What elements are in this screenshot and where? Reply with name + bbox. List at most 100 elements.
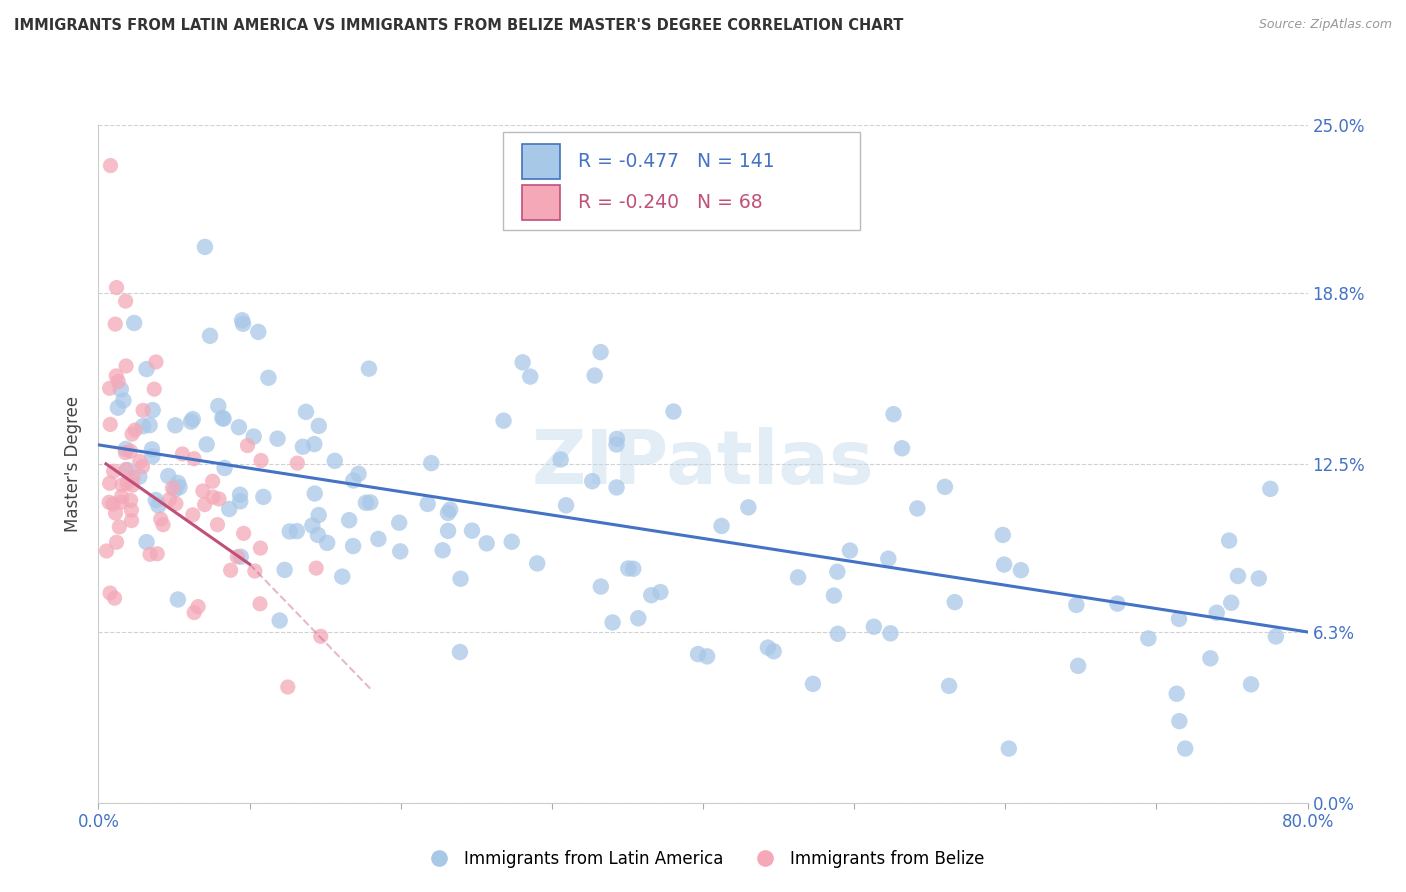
- Point: [110, 382, 132, 396]
- Point: [492, 414, 515, 428]
- Point: [207, 399, 229, 413]
- Point: [347, 467, 370, 481]
- Point: [115, 462, 138, 476]
- Point: [229, 549, 252, 564]
- Point: [304, 437, 326, 451]
- Point: [1205, 606, 1227, 620]
- Point: [883, 407, 905, 421]
- Point: [232, 526, 254, 541]
- Point: [232, 317, 254, 331]
- Point: [167, 592, 190, 607]
- Point: [316, 536, 339, 550]
- Point: [696, 649, 718, 664]
- Point: [115, 359, 138, 373]
- Point: [249, 541, 271, 555]
- Point: [420, 456, 443, 470]
- Point: [211, 411, 233, 425]
- Point: [526, 557, 548, 571]
- Point: [269, 614, 291, 628]
- Point: [195, 437, 218, 451]
- Point: [388, 516, 411, 530]
- Point: [1199, 651, 1222, 665]
- Point: [943, 595, 966, 609]
- Point: [606, 480, 628, 494]
- Point: [662, 404, 685, 418]
- Point: [145, 493, 167, 508]
- Bar: [522, 144, 561, 179]
- Point: [891, 442, 914, 456]
- Point: [342, 474, 364, 488]
- Point: [304, 486, 326, 500]
- Point: [512, 355, 534, 369]
- Point: [905, 501, 928, 516]
- Point: [108, 520, 131, 534]
- Point: [96, 544, 118, 558]
- Point: [862, 620, 884, 634]
- Point: [934, 480, 956, 494]
- Point: [122, 316, 145, 330]
- Point: [589, 345, 612, 359]
- Point: [589, 580, 612, 594]
- Legend: Immigrants from Latin America, Immigrants from Belize: Immigrants from Latin America, Immigrant…: [415, 844, 991, 875]
- Point: [938, 679, 960, 693]
- Point: [627, 611, 650, 625]
- Point: [309, 629, 332, 643]
- Point: [1240, 677, 1263, 691]
- Point: [307, 528, 329, 542]
- Text: IMMIGRANTS FROM LATIN AMERICA VS IMMIGRANTS FROM BELIZE MASTER'S DEGREE CORRELAT: IMMIGRANTS FROM LATIN AMERICA VS IMMIGRA…: [14, 18, 904, 33]
- Point: [305, 561, 328, 575]
- Point: [120, 444, 142, 458]
- Point: [308, 508, 330, 522]
- Point: [229, 494, 252, 508]
- Point: [330, 569, 353, 583]
- Point: [194, 498, 217, 512]
- Point: [202, 490, 225, 504]
- Point: [187, 599, 209, 614]
- Point: [110, 495, 132, 509]
- Point: [998, 741, 1021, 756]
- Point: [756, 640, 779, 655]
- Point: [124, 423, 146, 437]
- Point: [308, 418, 330, 433]
- Point: [1066, 598, 1088, 612]
- Point: [583, 368, 606, 383]
- Point: [107, 375, 129, 389]
- Point: [103, 591, 125, 606]
- Point: [257, 370, 280, 384]
- Point: [737, 500, 759, 515]
- Point: [1166, 687, 1188, 701]
- Point: [367, 532, 389, 546]
- Point: [159, 492, 181, 507]
- Text: R = -0.240   N = 68: R = -0.240 N = 68: [578, 193, 763, 211]
- Point: [323, 454, 346, 468]
- Point: [1067, 658, 1090, 673]
- Point: [650, 585, 672, 599]
- Point: [149, 512, 172, 526]
- Point: [112, 393, 135, 408]
- Point: [226, 549, 249, 564]
- Point: [602, 615, 624, 630]
- Point: [1264, 630, 1286, 644]
- Point: [172, 447, 194, 461]
- Point: [242, 429, 264, 443]
- Point: [135, 535, 157, 549]
- Point: [98, 586, 121, 600]
- Point: [107, 401, 129, 415]
- Point: [252, 490, 274, 504]
- Point: [879, 626, 901, 640]
- Point: [243, 564, 266, 578]
- Point: [277, 680, 299, 694]
- Point: [121, 478, 143, 492]
- Point: [121, 427, 143, 442]
- Point: [152, 517, 174, 532]
- Point: [120, 493, 142, 508]
- Point: [104, 317, 127, 331]
- Point: [501, 534, 523, 549]
- Point: [103, 464, 125, 478]
- Point: [1010, 563, 1032, 577]
- Point: [357, 361, 380, 376]
- Point: [640, 588, 662, 602]
- Point: [249, 597, 271, 611]
- Point: [301, 518, 323, 533]
- Point: [439, 502, 461, 516]
